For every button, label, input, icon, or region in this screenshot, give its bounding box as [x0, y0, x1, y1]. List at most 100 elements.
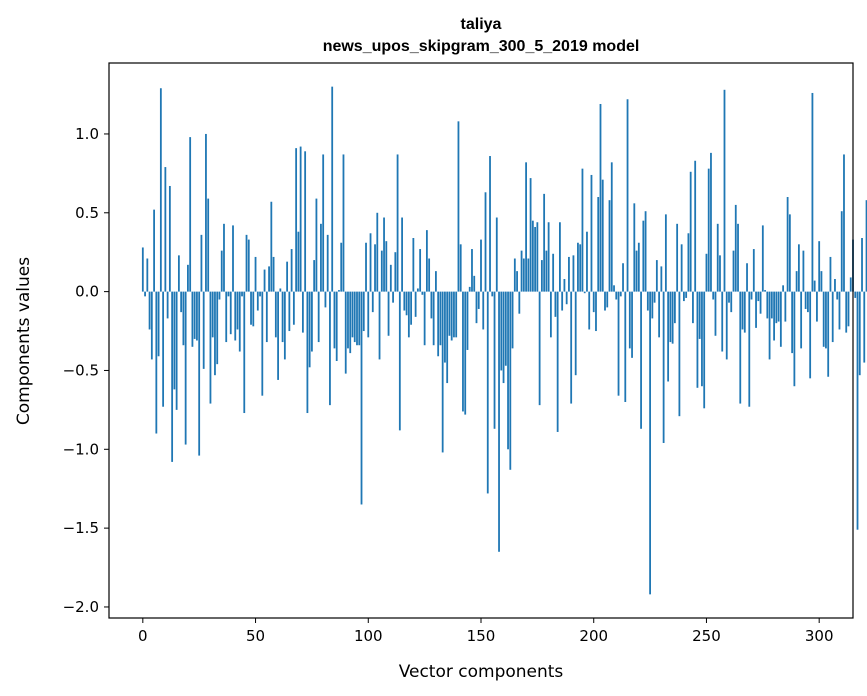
plot-frame — [108, 62, 854, 619]
bar-111 — [392, 291, 394, 303]
bar-279 — [770, 291, 773, 319]
bar-240 — [683, 291, 685, 302]
bar-61 — [279, 288, 282, 292]
bar-32 — [214, 291, 216, 376]
bar-42 — [236, 291, 239, 330]
chart-title-line-1: taliya — [461, 16, 502, 33]
y-axis-label: Components values — [14, 257, 34, 425]
bar-253 — [712, 291, 715, 300]
bar-102 — [371, 291, 374, 313]
bar-23 — [193, 291, 196, 339]
bar-294 — [804, 291, 807, 309]
bar-175 — [536, 222, 539, 292]
bar-193 — [577, 242, 579, 292]
bar-31 — [211, 291, 214, 338]
bar-195 — [581, 168, 584, 292]
bar-46 — [245, 234, 248, 292]
bar-138 — [453, 291, 455, 338]
bar-176 — [538, 291, 541, 406]
bar-178 — [543, 193, 546, 292]
y-tick-label-6: 1.0 — [75, 125, 99, 143]
bar-244 — [692, 291, 694, 324]
bar-183 — [554, 291, 557, 317]
bar-159 — [500, 291, 503, 371]
bar-50 — [254, 256, 257, 292]
bar-92 — [349, 291, 352, 354]
bar-157 — [495, 217, 498, 292]
bar-304 — [827, 291, 830, 377]
bar-286 — [786, 197, 789, 292]
bar-198 — [588, 291, 591, 330]
y-axis: −2.0 −1.5 −1.0 −0.5 0.0 0.5 1.0 — [63, 125, 109, 616]
bar-247 — [698, 291, 701, 339]
bar-139 — [455, 291, 458, 338]
bar-29 — [207, 198, 210, 292]
bar-90 — [344, 291, 347, 374]
bar-291 — [797, 244, 800, 292]
bar-39 — [229, 291, 232, 335]
bar-147 — [473, 275, 476, 292]
bar-241 — [685, 291, 688, 298]
bar-202 — [597, 197, 600, 292]
bar-320 — [863, 291, 866, 363]
y-tick-label-4: 0.0 — [75, 283, 99, 301]
bar-86 — [335, 291, 338, 361]
bar-216 — [628, 291, 631, 349]
bar-256 — [719, 255, 721, 292]
bar-112 — [394, 252, 397, 292]
bar-44 — [241, 291, 243, 297]
bar-271 — [752, 249, 755, 292]
bar-58 — [272, 256, 275, 292]
bar-10 — [164, 167, 167, 292]
bar-160 — [502, 291, 505, 384]
bar-118 — [407, 291, 410, 338]
bar-298 — [813, 280, 816, 292]
bar-297 — [811, 92, 814, 292]
bar-321 — [865, 200, 867, 292]
bar-100 — [367, 291, 370, 338]
bar-79 — [320, 223, 322, 292]
bar-107 — [383, 217, 385, 292]
bar-236 — [673, 291, 676, 324]
bar-203 — [599, 103, 602, 292]
bar-248 — [701, 291, 703, 387]
bar-115 — [401, 217, 403, 292]
bar-187 — [563, 279, 566, 292]
bar-234 — [669, 291, 672, 343]
bar-239 — [680, 244, 683, 292]
bar-277 — [766, 291, 769, 319]
bar-6 — [155, 291, 158, 434]
bar-228 — [655, 260, 658, 292]
bar-127 — [428, 258, 431, 292]
bar-137 — [450, 291, 453, 341]
bar-156 — [493, 291, 496, 429]
bar-0 — [141, 247, 144, 292]
bar-95 — [356, 291, 358, 346]
bar-83 — [329, 291, 331, 406]
bar-153 — [486, 291, 489, 494]
bar-308 — [836, 291, 839, 300]
bar-150 — [480, 239, 482, 292]
bar-174 — [534, 226, 537, 292]
bar-312 — [845, 291, 848, 333]
bar-261 — [730, 291, 733, 313]
bar-162 — [507, 291, 509, 450]
bar-51 — [256, 291, 259, 311]
bar-313 — [847, 291, 850, 327]
bar-225 — [649, 291, 651, 595]
bar-177 — [540, 260, 543, 292]
bar-38 — [227, 291, 230, 297]
bar-213 — [622, 263, 624, 292]
bar-278 — [768, 291, 771, 360]
bar-116 — [403, 291, 406, 311]
bar-82 — [326, 234, 329, 292]
bar-40 — [232, 225, 234, 292]
bar-48 — [250, 291, 252, 325]
bar-194 — [579, 244, 582, 292]
bar-128 — [430, 291, 433, 319]
bar-231 — [662, 291, 665, 443]
bar-303 — [825, 291, 827, 349]
bar-260 — [728, 291, 730, 303]
bar-89 — [342, 154, 345, 292]
bar-12 — [168, 185, 171, 292]
